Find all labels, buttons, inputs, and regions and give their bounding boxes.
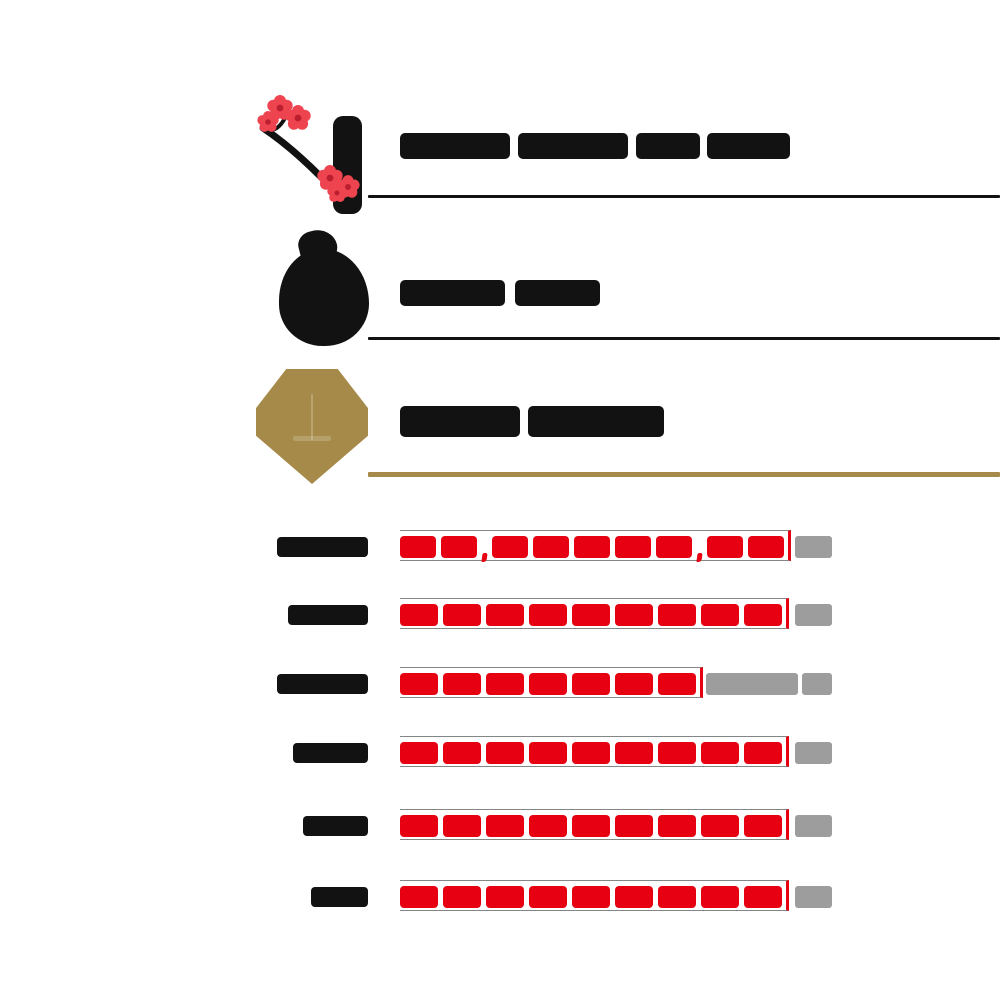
bar-segment: [656, 536, 692, 558]
stat-row: [0, 880, 1000, 914]
bar-segment: [572, 886, 610, 908]
bar-segment: [615, 815, 653, 837]
badge-divider-rule: [368, 472, 1000, 477]
blossom-cluster-top: [257, 95, 311, 132]
blossom-cluster-bottom: [317, 165, 360, 202]
comma-mark: [696, 553, 703, 562]
emblem-title-block: [400, 280, 505, 306]
bar-segment: [486, 604, 524, 626]
bar-segment: [658, 886, 696, 908]
bar-segment: [658, 604, 696, 626]
bar-segment: [529, 815, 567, 837]
stat-row: [0, 667, 1000, 701]
bar-segment: [615, 886, 653, 908]
badge-inner-detail: [311, 394, 313, 441]
unit-block: [706, 673, 798, 695]
bar-segment: [400, 604, 438, 626]
brand-title-block: [636, 133, 700, 159]
bar-segment: [441, 536, 477, 558]
brand-divider-rule: [368, 195, 1000, 198]
brand-title-block: [400, 133, 510, 159]
bar-segment: [572, 673, 610, 695]
row-label-block: [277, 674, 368, 694]
stat-row: [0, 736, 1000, 770]
value-bar: [400, 530, 791, 562]
emblem-body: [279, 249, 369, 346]
stat-row: [0, 530, 1000, 564]
gold-badge-icon: [256, 369, 368, 484]
bar-segment: [400, 536, 436, 558]
bar-segment: [744, 886, 782, 908]
unit-block: [795, 815, 832, 837]
badge-title-block: [400, 406, 520, 437]
unit-block: [795, 886, 832, 908]
bar-segment: [615, 604, 653, 626]
bar-segment: [574, 536, 610, 558]
bar-segment: [443, 886, 481, 908]
row-label-block: [303, 816, 368, 836]
brand-title-block: [707, 133, 790, 159]
bar-segment: [744, 604, 782, 626]
bar-segment: [707, 536, 743, 558]
bar-segment: [529, 604, 567, 626]
bar-segment: [701, 604, 739, 626]
value-bar: [400, 667, 703, 698]
bar-segment: [486, 815, 524, 837]
unit-block: [795, 742, 832, 764]
bar-segment: [615, 742, 653, 764]
bar-segment: [443, 742, 481, 764]
comma-mark: [481, 553, 488, 562]
bar-segment: [492, 536, 528, 558]
stat-row: [0, 598, 1000, 632]
bar-segment: [572, 742, 610, 764]
bar-segment: [744, 742, 782, 764]
bar-segment: [658, 815, 696, 837]
badge-title-block: [528, 406, 664, 437]
value-bar: [400, 809, 789, 840]
bar-segment: [400, 742, 438, 764]
value-bar: [400, 736, 789, 767]
emblem-divider-rule: [368, 337, 1000, 340]
badge-inner-mark: [293, 435, 331, 441]
bar-segment: [529, 673, 567, 695]
bar-segment: [443, 604, 481, 626]
row-label-block: [288, 605, 368, 625]
bar-segment: [529, 886, 567, 908]
value-bar: [400, 880, 789, 911]
bar-segment: [572, 604, 610, 626]
bar-segment: [443, 815, 481, 837]
bar-segment: [443, 673, 481, 695]
unit-block: [802, 673, 832, 695]
bar-segment: [701, 886, 739, 908]
bar-segment: [486, 673, 524, 695]
brand-title-block: [518, 133, 628, 159]
bar-segment: [658, 742, 696, 764]
bar-segment: [744, 815, 782, 837]
value-bar: [400, 598, 789, 629]
bar-segment: [572, 815, 610, 837]
row-label-block: [277, 537, 368, 557]
bar-segment: [658, 673, 696, 695]
bar-segment: [615, 536, 651, 558]
bar-segment: [486, 742, 524, 764]
stat-row: [0, 809, 1000, 843]
bar-segment: [533, 536, 569, 558]
bar-segment: [701, 815, 739, 837]
row-label-block: [293, 743, 368, 763]
emblem-title-block: [515, 280, 600, 306]
bar-segment: [486, 886, 524, 908]
round-emblem-icon: [279, 225, 369, 346]
plum-blossom-logo-icon: [257, 95, 362, 214]
bar-segment: [400, 673, 438, 695]
row-label-block: [311, 887, 368, 907]
bar-segment: [615, 673, 653, 695]
bar-segment: [529, 742, 567, 764]
unit-block: [795, 536, 832, 558]
bar-segment: [400, 815, 438, 837]
bar-segment: [400, 886, 438, 908]
unit-block: [795, 604, 832, 626]
bar-segment: [748, 536, 784, 558]
bar-segment: [701, 742, 739, 764]
